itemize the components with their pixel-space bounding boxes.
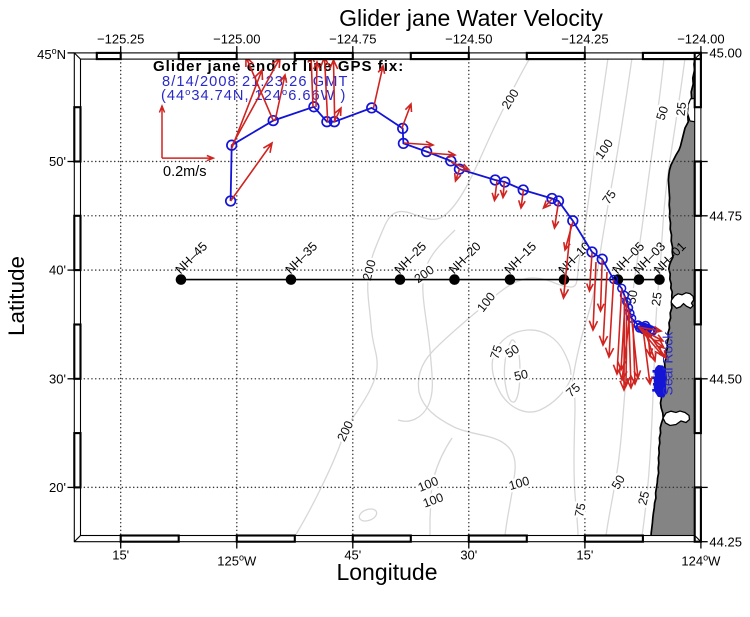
svg-text:−124.50: −124.50 — [445, 32, 492, 47]
svg-text:15': 15' — [112, 548, 129, 563]
svg-text:50: 50 — [513, 367, 530, 384]
svg-text:44.50: 44.50 — [709, 371, 742, 386]
svg-text:8/14/2008 21:23:26 GMT: 8/14/2008 21:23:26 GMT — [162, 74, 348, 90]
svg-text:40': 40' — [49, 263, 66, 278]
svg-text:−125.00: −125.00 — [213, 32, 260, 47]
svg-text:50': 50' — [49, 154, 66, 169]
svg-text:25: 25 — [649, 291, 665, 307]
svg-text:75: 75 — [572, 502, 589, 519]
svg-text:Latitude: Latitude — [4, 256, 29, 336]
svg-text:15': 15' — [576, 548, 593, 563]
svg-text:30': 30' — [49, 371, 66, 386]
svg-text:Glider jane end of line GPS fi: Glider jane end of line GPS fix: — [153, 58, 404, 75]
svg-text:−124.25: −124.25 — [561, 32, 608, 47]
svg-text:25: 25 — [635, 490, 652, 507]
svg-text:20': 20' — [49, 480, 66, 495]
svg-text:200: 200 — [360, 258, 379, 282]
svg-text:45oN: 45oN — [37, 46, 66, 62]
svg-text:125oW: 125oW — [217, 553, 257, 569]
svg-text:Glider jane Water Velocity: Glider jane Water Velocity — [339, 5, 603, 31]
svg-text:45': 45' — [344, 548, 361, 563]
svg-text:124oW: 124oW — [681, 553, 721, 569]
svg-text:0.2m/s: 0.2m/s — [163, 164, 207, 180]
svg-text:−125.25: −125.25 — [97, 32, 144, 47]
svg-text:−124.00: −124.00 — [677, 32, 724, 47]
svg-text:−124.75: −124.75 — [329, 32, 376, 47]
svg-text:44.75: 44.75 — [709, 208, 742, 223]
svg-text:44.25: 44.25 — [709, 534, 742, 549]
svg-text:45.00: 45.00 — [709, 46, 742, 61]
svg-text:30': 30' — [460, 548, 477, 563]
svg-text:25: 25 — [674, 101, 689, 116]
svg-text:Longitude: Longitude — [336, 559, 437, 585]
